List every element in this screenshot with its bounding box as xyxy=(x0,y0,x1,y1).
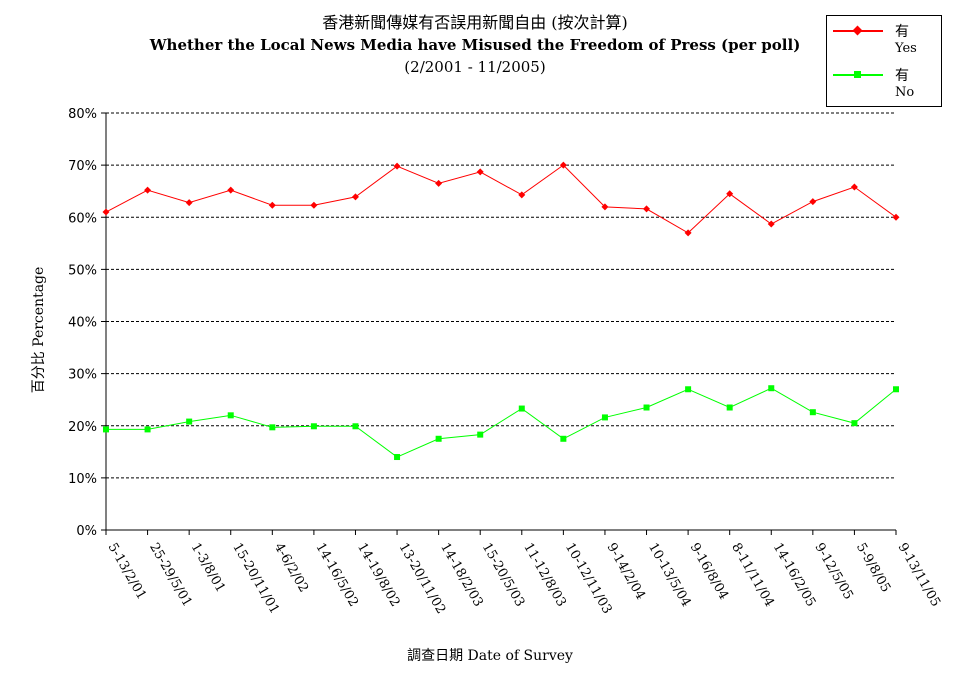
data-point-yes xyxy=(767,220,775,228)
data-point-yes xyxy=(684,229,692,237)
x-tick-label: 14-16/2/05 xyxy=(770,541,819,610)
data-point-yes xyxy=(393,162,401,170)
x-tick-label: 14-18/2/03 xyxy=(437,541,486,610)
gridlines xyxy=(106,112,896,479)
data-point-no xyxy=(685,386,692,393)
data-point-no xyxy=(560,435,567,442)
y-tick-label: 20% xyxy=(68,420,97,435)
data-point-no xyxy=(809,409,816,416)
data-point-no xyxy=(103,426,109,433)
data-point-no xyxy=(394,454,401,461)
data-point-yes xyxy=(310,201,318,209)
data-point-no xyxy=(726,404,733,411)
y-tick-label: 80% xyxy=(68,107,97,122)
y-tick-labels: 0% 10% 20% 30% 40% 50% 60% 70% 80% xyxy=(68,107,97,539)
data-point-no xyxy=(643,404,650,411)
y-tick-label: 40% xyxy=(68,316,97,331)
y-tick-label: 10% xyxy=(68,472,97,487)
data-point-no xyxy=(601,414,608,421)
data-point-no xyxy=(310,423,317,430)
x-tick-label: 25-29/5/01 xyxy=(146,541,195,610)
x-tick-label: 14-19/8/02 xyxy=(354,541,403,610)
legend-item-no: 有 No xyxy=(833,64,941,104)
x-tick-label: 5-13/2/01 xyxy=(105,541,149,603)
data-point-yes xyxy=(351,193,359,201)
legend-label-no-cn: 有 xyxy=(895,68,909,84)
x-tick-label: 1-3/8/01 xyxy=(188,541,228,596)
data-point-yes xyxy=(601,203,609,211)
y-tick-label: 50% xyxy=(68,263,97,278)
data-point-yes xyxy=(726,190,734,198)
x-axis-label: 調查日期 Date of Survey xyxy=(407,648,573,664)
x-tick-label: 5-9/8/05 xyxy=(853,541,893,596)
x-tick-label: 9-14/2/04 xyxy=(603,541,647,603)
x-tick-label: 11-12/8/03 xyxy=(520,541,569,610)
series-line-yes xyxy=(105,164,897,234)
data-point-yes xyxy=(518,191,526,199)
data-point-yes xyxy=(559,161,567,169)
data-point-yes xyxy=(144,186,152,194)
chart-period: (2/2001 - 11/2005) xyxy=(404,58,546,76)
y-tick-label: 30% xyxy=(68,368,97,383)
data-point-no xyxy=(893,386,899,393)
axes xyxy=(101,112,897,535)
data-point-yes xyxy=(892,213,900,221)
x-tick-label: 8-11/11/04 xyxy=(728,541,777,610)
data-point-no xyxy=(227,412,234,419)
chart-title-block: 香港新聞傳媒有否誤用新聞自由 (按次計算) Whether the Local … xyxy=(0,12,950,78)
data-point-no xyxy=(144,426,151,433)
data-point-yes xyxy=(476,168,484,176)
y-tick-label: 0% xyxy=(76,524,97,539)
legend-label-yes-en: Yes xyxy=(895,41,917,56)
data-point-yes xyxy=(227,186,235,194)
x-tick-label: 9-13/11/05 xyxy=(895,541,944,610)
legend-label-yes-cn: 有 xyxy=(895,24,909,40)
y-tick-label: 60% xyxy=(68,211,97,226)
chart-subtitle: Whether the Local News Media have Misuse… xyxy=(149,36,801,54)
data-point-no xyxy=(186,418,193,425)
data-point-no xyxy=(851,420,858,427)
x-tick-label: 9-12/5/05 xyxy=(811,541,855,603)
series xyxy=(102,161,900,461)
data-point-no xyxy=(269,424,276,431)
y-tick-label: 70% xyxy=(68,159,97,174)
series-line-no xyxy=(106,387,897,458)
data-point-yes xyxy=(809,198,817,206)
data-point-yes xyxy=(102,208,110,216)
legend-item-yes: 有 Yes xyxy=(833,20,941,60)
x-tick-label: 14-16/5/02 xyxy=(312,541,361,610)
legend-square-marker-icon xyxy=(854,71,861,78)
data-point-yes xyxy=(268,201,276,209)
data-point-yes xyxy=(643,205,651,213)
chart-title: 香港新聞傳媒有否誤用新聞自由 (按次計算) xyxy=(322,13,628,32)
data-point-yes xyxy=(185,199,193,207)
data-point-no xyxy=(768,385,775,392)
data-point-no xyxy=(352,423,359,430)
x-tick-label: 10-13/5/04 xyxy=(645,541,694,610)
y-axis-label: 百分比 Percentage xyxy=(31,266,47,394)
data-point-no xyxy=(518,405,525,412)
data-point-yes xyxy=(850,183,858,191)
x-tick-label: 9-16/8/04 xyxy=(687,541,731,603)
x-tick-label: 15-20/5/03 xyxy=(479,541,528,610)
data-point-no xyxy=(435,435,442,442)
legend-label-no-en: No xyxy=(895,85,915,100)
data-point-no xyxy=(477,431,484,438)
x-tick-label: 4-6/2/02 xyxy=(271,541,311,596)
data-point-yes xyxy=(435,179,443,187)
legend: 有 Yes 有 No xyxy=(826,15,942,107)
